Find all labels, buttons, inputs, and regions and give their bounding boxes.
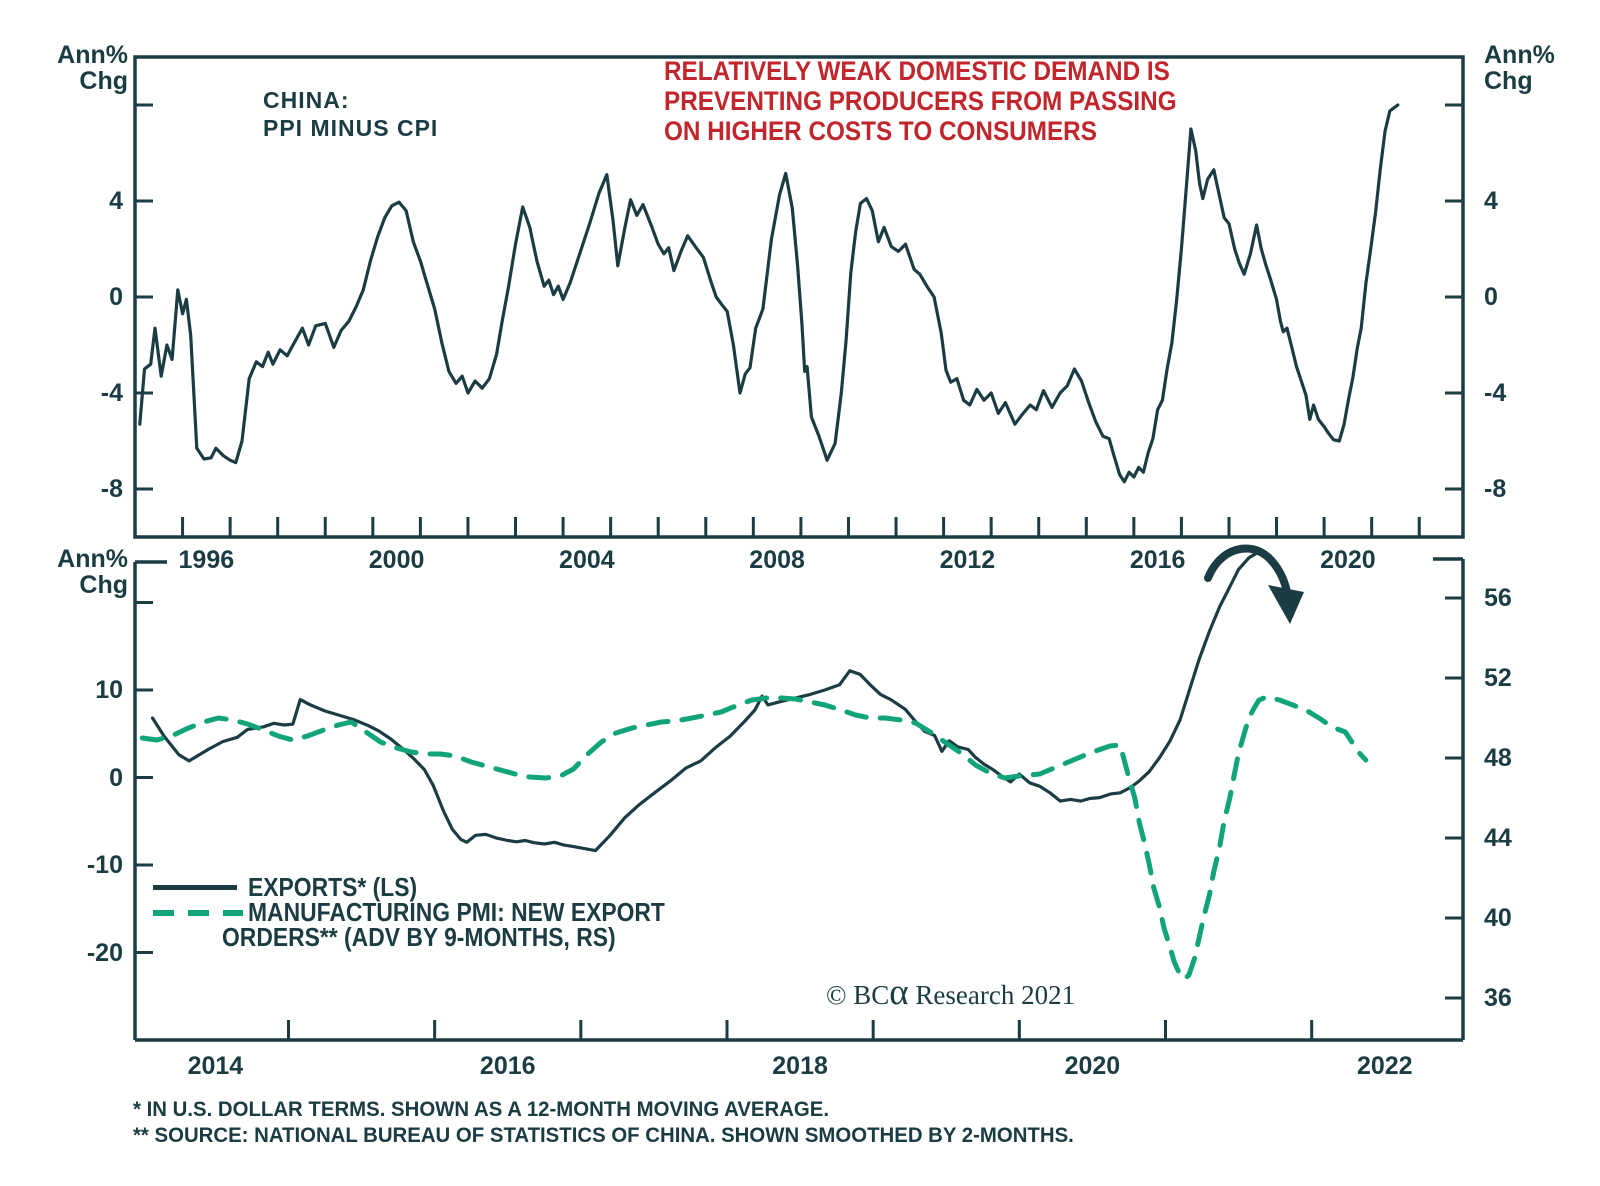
legend-pmi-label-line2: ORDERS** (ADV BY 9-MONTHS, RS) [222,922,616,952]
top-left-y-tick-label: 4 [109,187,123,215]
bottom-left-y-tick-label: -20 [86,938,123,967]
top-chart-title: CHINA: PPI MINUS CPI [263,86,438,142]
bottom-right-y-tick-label: 40 [1484,904,1512,932]
top-x-tick-label: 1996 [178,546,235,574]
down-arrow-annotation [1204,544,1291,596]
top-right-y-tick-label: 0 [1484,283,1498,311]
axis-unit-line2: Chg [1484,67,1533,95]
bottom-x-tick-label: 2016 [479,1052,536,1080]
legend-pmi-label-line1: MANUFACTURING PMI: NEW EXPORT [248,897,665,927]
bottom-x-tick-label: 2014 [187,1052,244,1080]
top-left-y-tick-label: 0 [109,283,123,311]
legend-exports-label: EXPORTS* (LS) [248,872,418,902]
axis-unit-line1: Ann% [1484,41,1555,69]
annotation-line2: PREVENTING PRODUCERS FROM PASSING [664,86,1177,116]
legend-pmi-dashed-swatch [153,910,243,916]
bca-alpha-glyph: α [889,972,909,1013]
axis-unit-line1: Ann% [57,545,128,573]
bottom-x-tick-label: 2018 [772,1052,828,1080]
annotation-line1: RELATIVELY WEAK DOMESTIC DEMAND IS [664,56,1170,86]
copyright-prefix: © BC [826,980,890,1010]
pmi-new-export-orders-line [139,694,1369,982]
axis-unit-line2: Chg [79,571,128,599]
bottom-left-y-tick-label: 0 [109,763,123,792]
footnotes: * IN U.S. DOLLAR TERMS. SHOWN AS A 12-MO… [133,1097,1074,1149]
top-x-tick-label: 2004 [559,546,615,574]
down-arrow-head [1268,585,1304,624]
title-line1: CHINA: [263,87,350,113]
bottom-right-y-tick-label: 44 [1484,824,1512,852]
bottom-right-y-tick-label: 48 [1484,744,1512,772]
top-right-axis-unit: Ann% Chg [1484,42,1582,94]
bottom-left-axis-unit: Ann% Chg [30,546,128,598]
annotation-line3: ON HIGHER COSTS TO CONSUMERS [664,116,1097,146]
axis-unit-line1: Ann% [57,41,128,69]
top-left-y-tick-label: -8 [100,475,123,503]
top-left-y-tick-label: -4 [100,379,123,407]
footnote-1: * IN U.S. DOLLAR TERMS. SHOWN AS A 12-MO… [133,1098,830,1121]
bottom-right-y-tick-label: 52 [1484,664,1512,692]
top-x-tick-label: 2012 [939,546,996,574]
footnote-2: ** SOURCE: NATIONAL BUREAU OF STATISTICS… [133,1124,1074,1147]
bottom-left-y-tick-label: 10 [95,676,123,704]
top-x-tick-label: 2020 [1320,546,1376,574]
top-left-axis-unit: Ann% Chg [30,42,128,94]
axis-unit-line2: Chg [79,67,128,95]
top-right-y-tick-label: 4 [1484,187,1498,215]
title-line2: PPI MINUS CPI [263,115,439,141]
bottom-left-y-tick-label: -10 [86,851,123,879]
copyright-suffix: Research 2021 [908,980,1076,1010]
top-x-tick-label: 2000 [368,546,425,574]
ppi-minus-cpi-line [138,103,1400,484]
top-right-y-tick-label: -8 [1484,475,1507,503]
top-x-tick-label: 2008 [749,546,805,574]
top-x-tick-label: 2016 [1129,546,1186,574]
bottom-x-tick-label: 2020 [1064,1052,1121,1080]
bottom-right-y-tick-label: 56 [1484,584,1512,612]
bottom-right-y-tick-label: 36 [1484,984,1512,1012]
copyright: © BCα Research 2021 [826,974,1076,1011]
exports-line [150,551,1258,853]
bottom-x-tick-label: 2022 [1356,1052,1413,1080]
red-annotation: RELATIVELY WEAK DOMESTIC DEMAND IS PREVE… [664,56,1177,146]
top-right-y-tick-label: -4 [1484,379,1507,407]
legend-exports-line-swatch [153,885,237,890]
